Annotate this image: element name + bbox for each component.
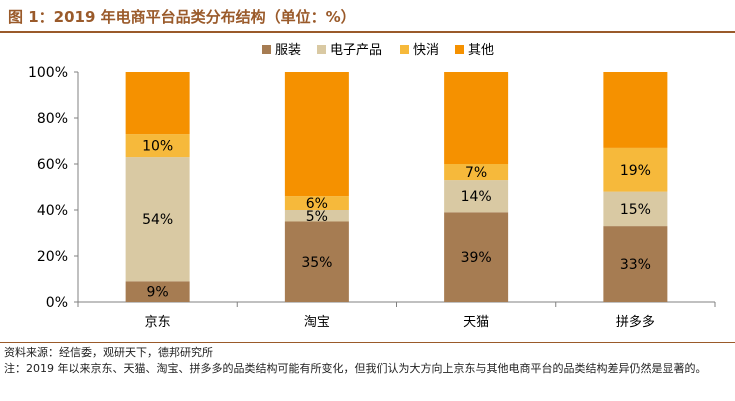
stacked-bar-chart: 服装 电子产品 快消 其他 0%20%40%60%80%100% 京东 淘宝 天猫 拼多多 … [28,43,716,330]
y-tick-label: 40% [37,203,68,219]
bar-segment [284,196,349,210]
bar-segment [603,226,668,302]
legend: 服装 电子产品 快消 其他 [262,43,494,58]
bar-segment [125,281,190,302]
legend-swatch [400,45,409,54]
x-tick-label: 京东 [145,315,171,330]
bar-segment [284,221,349,302]
source-note: 资料来源：经信委，观研天下，德邦研究所 [4,346,213,359]
data-label: 54% [142,212,173,228]
legend-label: 快消 [413,43,439,58]
data-label: 9% [147,285,169,301]
footer: 资料来源：经信委，观研天下，德邦研究所 注：2019 年以来京东、天猫、淘宝、拼… [4,345,732,377]
y-axis: 0% 20% 40% 60% 80% 100% [28,65,79,311]
bar-segment [444,164,509,181]
bar-segment [603,191,668,227]
x-axis: 京东 淘宝 天猫 拼多多 [77,301,716,330]
y-tick-label: 20% [37,249,68,265]
y-tick-label: 100% [28,65,68,81]
y-tick-label: 60% [37,157,68,173]
bar-segment [125,157,190,282]
legend-swatch [317,45,326,54]
bar-segment [444,72,509,164]
x-tick-label: 天猫 [463,315,489,330]
chart-title: 图 1：2019 年电商平台品类分布结构（单位：%） [8,8,356,26]
data-label: 10% [142,139,173,155]
x-tick-label: 拼多多 [616,314,655,330]
title-bar: 图 1：2019 年电商平台品类分布结构（单位：%） [0,0,735,33]
data-label: 6% [306,196,328,212]
footnote: 注：2019 年以来京东、天猫、淘宝、拼多多的品类结构可能有所变化，但我们认为大… [4,362,707,375]
bar-segment [284,72,349,197]
bar-segment [603,72,668,148]
data-label: 15% [620,202,651,218]
legend-swatch [455,45,464,54]
bar-segment [125,134,190,158]
bar-segment [444,180,509,213]
data-label: 33% [620,257,651,273]
footer-divider [0,342,735,343]
data-label: 19% [620,163,651,179]
legend-label: 其他 [468,43,494,58]
y-tick-label: 80% [37,111,68,127]
data-label: 7% [465,165,487,181]
bar-segment [125,72,190,135]
x-tick-label: 淘宝 [304,315,330,330]
y-tick-label: 0% [46,295,68,311]
legend-label: 服装 [275,43,301,58]
legend-label: 电子产品 [330,43,382,58]
bars: 9% 54% 10% 35% 5%6% 39% 14% 7% 33% 15% 19% [125,72,668,302]
title-divider [0,31,735,33]
bar-segment [284,210,349,222]
data-label: 35% [301,255,332,271]
legend-swatch [262,45,271,54]
data-label: 14% [461,189,492,205]
data-label: 5% [306,209,328,225]
data-label: 39% [461,250,492,266]
bar-segment [603,147,668,192]
bar-segment [444,212,509,302]
